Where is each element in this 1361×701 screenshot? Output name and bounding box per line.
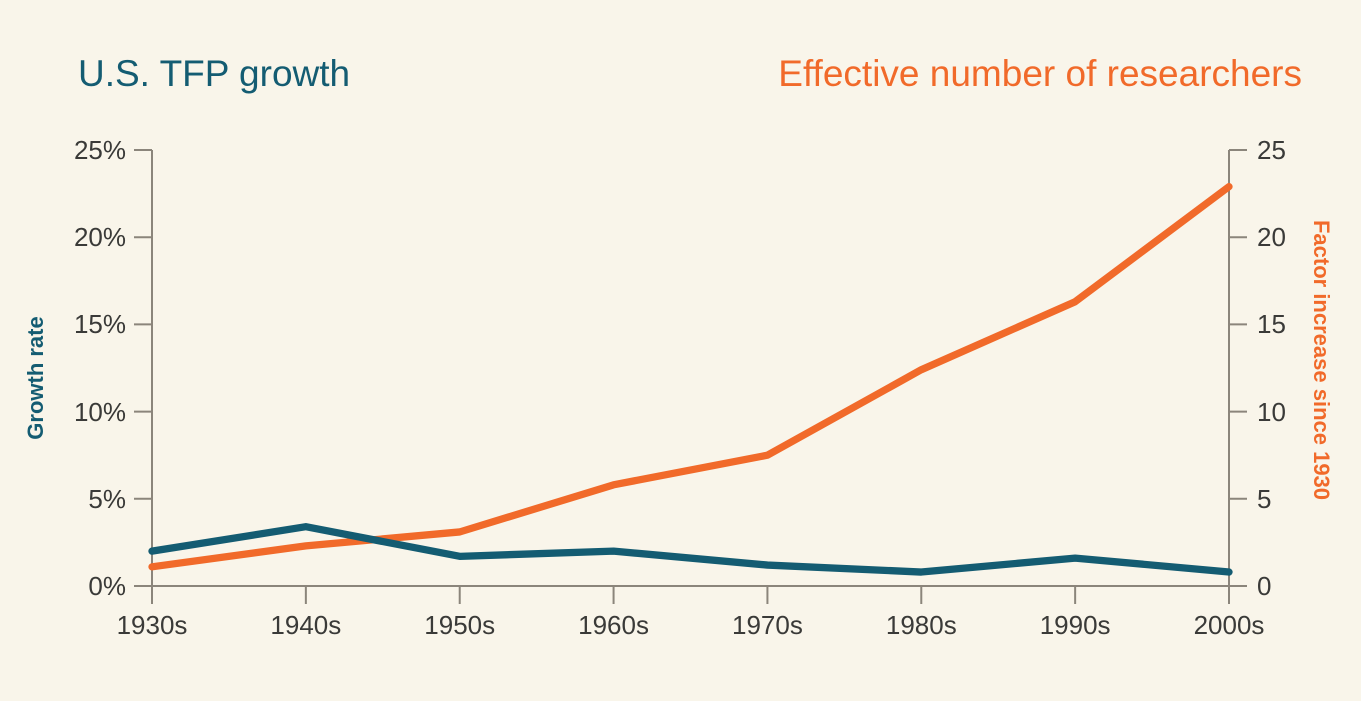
left-series-title: U.S. TFP growth	[78, 53, 351, 94]
x-tick-label: 2000s	[1193, 610, 1265, 640]
y-tick-label-right: 20	[1257, 222, 1286, 253]
x-tick-label: 1990s	[1039, 610, 1111, 640]
x-tick-label: 1940s	[270, 610, 342, 640]
y-tick-label-right: 0	[1257, 571, 1272, 601]
y-tick-label-left: 25%	[73, 135, 126, 165]
x-tick-label: 1930s	[116, 610, 188, 640]
x-tick-label: 1960s	[578, 610, 649, 640]
y-tick-label-left: 20%	[73, 222, 126, 253]
y-tick-label-left: 15%	[73, 309, 126, 340]
y-tick-label-left: 0%	[88, 571, 126, 601]
x-tick-label: 1970s	[732, 610, 803, 640]
right-series-title: Effective number of researchers	[778, 53, 1302, 94]
y-tick-label-right: 15	[1257, 309, 1286, 340]
y-tick-label-left: 10%	[73, 396, 126, 427]
y-tick-label-right: 10	[1257, 396, 1286, 427]
y-tick-label-right: 5	[1257, 483, 1272, 514]
x-tick-label: 1980s	[885, 610, 957, 640]
y-tick-label-left: 5%	[88, 483, 126, 514]
y-tick-label-right: 25	[1257, 135, 1286, 165]
researchers-line	[148, 182, 1233, 571]
x-tick-label: 1950s	[424, 610, 496, 640]
tfp-growth-line	[148, 523, 1233, 576]
